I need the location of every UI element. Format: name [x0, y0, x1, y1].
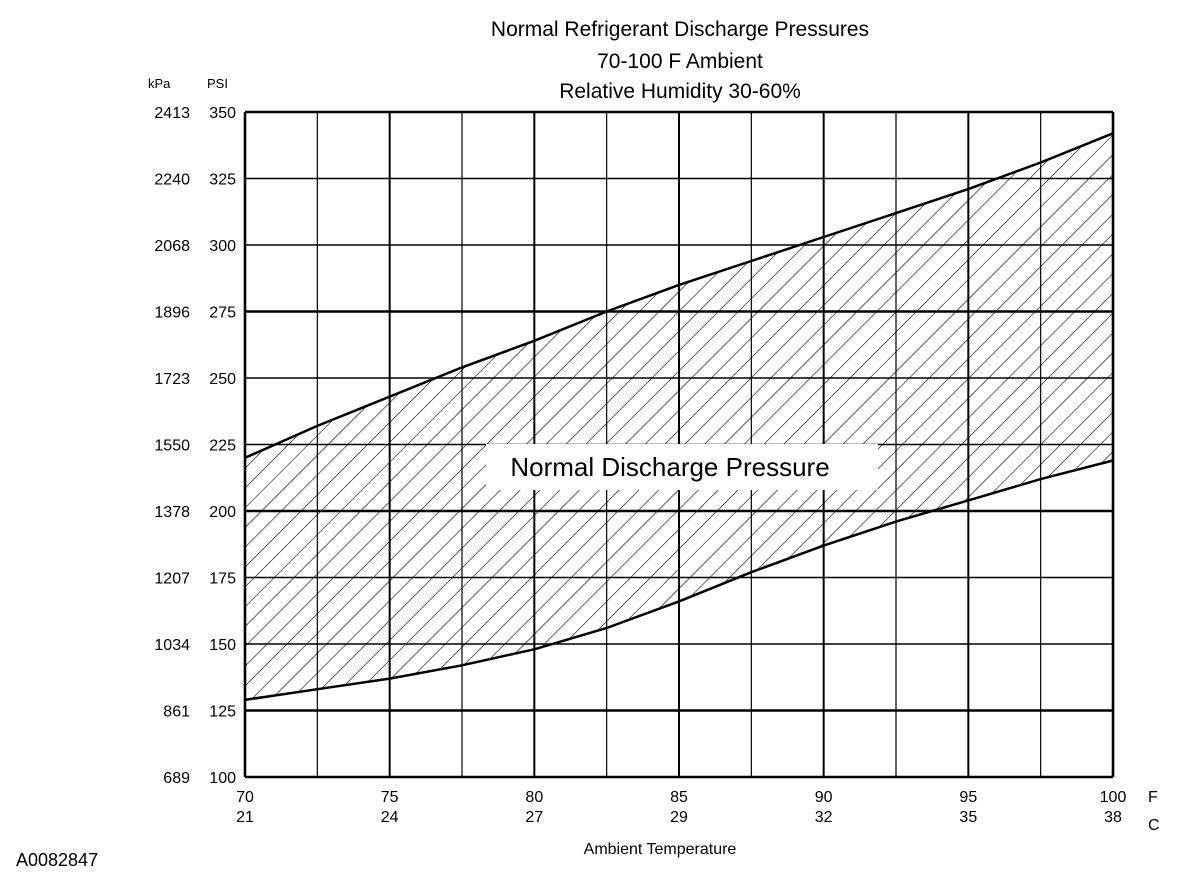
figure-id: A0082847: [16, 850, 98, 870]
y-tick-psi-325: 325: [209, 172, 236, 189]
y-tick-kpa-861: 861: [163, 704, 190, 721]
x-tick-c-21: 21: [236, 809, 254, 826]
y-tick-kpa-689: 689: [163, 770, 190, 787]
x-tick-f-85: 85: [670, 789, 688, 806]
y-tick-psi-100: 100: [209, 770, 236, 787]
x-tick-c-27: 27: [525, 809, 543, 826]
y-tick-kpa-2413: 2413: [154, 105, 190, 122]
x-tick-c-24: 24: [381, 809, 399, 826]
x-tick-c-35: 35: [959, 809, 977, 826]
x-tick-c-29: 29: [670, 809, 688, 826]
x-tick-f-75: 75: [381, 789, 399, 806]
y-tick-psi-250: 250: [209, 371, 236, 388]
x-tick-labels-c: 21 24 27 29 32 35 38: [236, 809, 1122, 826]
x-tick-c-38: 38: [1104, 809, 1122, 826]
y-tick-psi-275: 275: [209, 305, 236, 322]
x-tick-c-32: 32: [815, 809, 833, 826]
y-tick-psi-200: 200: [209, 504, 236, 521]
upper-boundary-line: [244, 132, 1114, 459]
band-label: Normal Discharge Pressure: [510, 452, 829, 482]
y-unit-kpa: kPa: [148, 76, 171, 91]
y-tick-kpa-1896: 1896: [154, 305, 190, 322]
x-tick-f-70: 70: [236, 789, 254, 806]
y-tick-labels-kpa: 2413 2240 2068 1896 1723 1550 1378 1207 1034 861 6…: [154, 105, 190, 787]
y-tick-psi-225: 225: [209, 438, 236, 455]
y-tick-psi-350: 350: [209, 105, 236, 122]
chart-title-line-3: Relative Humidity 30-60%: [559, 80, 801, 103]
y-tick-kpa-2068: 2068: [154, 238, 190, 255]
x-tick-f-80: 80: [525, 789, 543, 806]
y-tick-kpa-2240: 2240: [154, 172, 190, 189]
chart-title-line-2: 70-100 F Ambient: [597, 50, 763, 73]
y-tick-psi-175: 175: [209, 571, 236, 588]
y-tick-kpa-1723: 1723: [154, 371, 190, 388]
x-unit-f: F: [1148, 789, 1158, 806]
x-tick-f-100: 100: [1100, 789, 1127, 806]
y-tick-kpa-1034: 1034: [154, 637, 190, 654]
y-tick-labels-psi: 350 325 300 275 250 225 200 175 150 125 100: [209, 105, 236, 787]
x-tick-f-90: 90: [815, 789, 833, 806]
x-unit-c: C: [1148, 817, 1160, 834]
lower-boundary-line: [244, 459, 1114, 702]
y-tick-kpa-1207: 1207: [154, 571, 190, 588]
y-unit-psi: PSI: [207, 76, 228, 91]
chart-title-line-1: Normal Refrigerant Discharge Pressures: [491, 18, 869, 41]
y-tick-kpa-1378: 1378: [154, 504, 190, 521]
y-tick-psi-150: 150: [209, 637, 236, 654]
x-tick-labels-f: 70 75 80 85 90 95 100: [236, 789, 1126, 806]
y-tick-kpa-1550: 1550: [154, 438, 190, 455]
x-tick-f-95: 95: [959, 789, 977, 806]
y-tick-psi-125: 125: [209, 704, 236, 721]
x-axis-label: Ambient Temperature: [584, 841, 737, 858]
y-tick-psi-300: 300: [209, 238, 236, 255]
band-label-background: [486, 444, 878, 490]
